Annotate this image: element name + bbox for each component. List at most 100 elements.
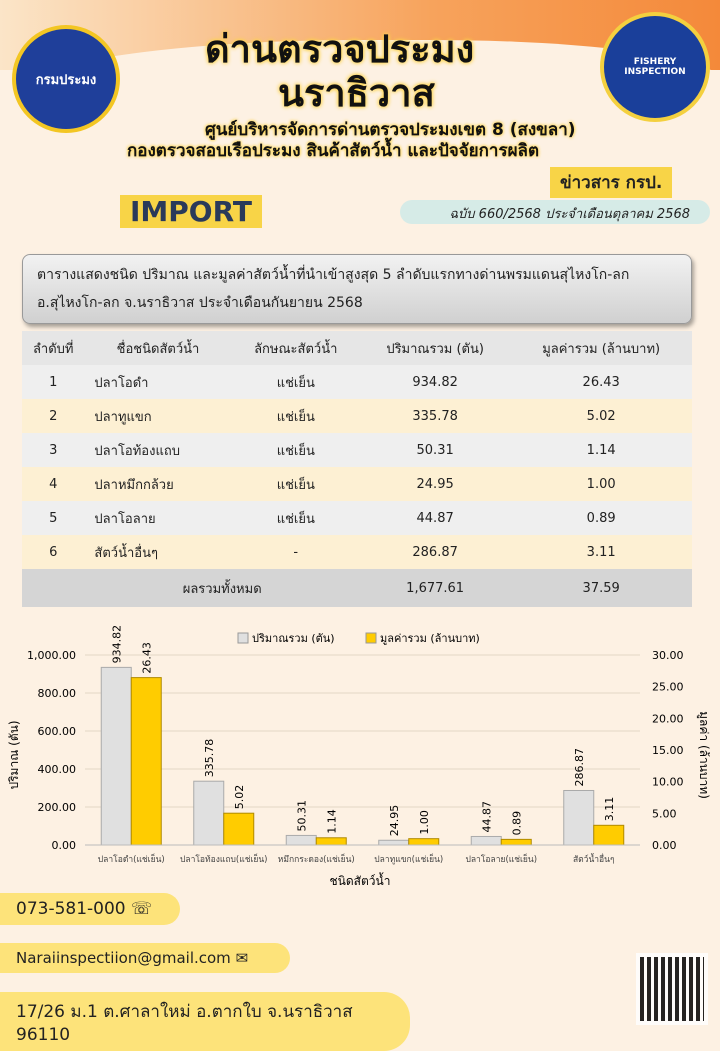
total-row: ผลรวมทั้งหมด 1,677.61 37.59 xyxy=(22,569,692,607)
total-label: ผลรวมทั้งหมด xyxy=(84,569,360,607)
department-logo: กรมประมง xyxy=(12,25,120,133)
type-cell: แช่เย็น xyxy=(231,501,360,535)
rank-cell: 4 xyxy=(22,467,85,501)
type-cell: - xyxy=(231,535,360,569)
type-cell: แช่เย็น xyxy=(231,433,360,467)
species-cell: ปลาหมึกกล้วย xyxy=(84,467,232,501)
quantity-cell: 44.87 xyxy=(359,501,511,535)
subtitle-division: กองตรวจสอบเรือประมง สินค้าสัตว์น้ำ และปั… xyxy=(127,141,540,161)
value-cell: 5.02 xyxy=(510,399,692,433)
legend-swatch-value xyxy=(365,632,377,644)
y2-tick-label: 15.00 xyxy=(652,744,684,757)
type-cell: แช่เย็น xyxy=(231,399,360,433)
table-row: 5 ปลาโอลาย แช่เย็น 44.87 0.89 xyxy=(22,501,692,535)
col-value: มูลค่ารวม (ล้านบาท) xyxy=(510,331,692,365)
type-cell: แช่เย็น xyxy=(231,365,360,399)
col-quantity: ปริมาณรวม (ตัน) xyxy=(359,331,511,365)
y-tick-label: 800.00 xyxy=(38,687,77,700)
total-quantity: 1,677.61 xyxy=(359,569,511,607)
table-header: ลำดับที่ ชื่อชนิดสัตว์น้ำ ลักษณะสัตว์น้ำ… xyxy=(22,331,692,365)
value-cell: 1.14 xyxy=(510,433,692,467)
y2-tick-label: 25.00 xyxy=(652,681,684,694)
y-tick-label: 200.00 xyxy=(38,801,77,814)
quantity-cell: 286.87 xyxy=(359,535,511,569)
quantity-cell: 335.78 xyxy=(359,399,511,433)
value-data-label: 0.89 xyxy=(510,811,523,836)
email-contact: Naraiinspectiion@gmail.com ✉ xyxy=(0,943,290,973)
address-contact: 17/26 ม.1 ต.ศาลาใหม่ อ.ตากใบ จ.นราธิวาส … xyxy=(0,992,410,1051)
email-text: Naraiinspectiion@gmail.com xyxy=(16,949,231,967)
legend-quantity: ปริมาณรวม (ตัน) xyxy=(252,632,335,645)
value-bar xyxy=(223,812,255,846)
y2-axis-title: มูลค่า (ล้านบาท) xyxy=(696,711,711,799)
table-row: 1 ปลาโอดำ แช่เย็น 934.82 26.43 xyxy=(22,365,692,399)
rank-cell: 1 xyxy=(22,365,85,399)
species-cell: ปลาโอดำ xyxy=(84,365,232,399)
quantity-data-label: 286.87 xyxy=(573,748,586,787)
legend-value: มูลค่ารวม (ล้านบาท) xyxy=(380,632,480,645)
x-tick-label: หมึกกระดอง(แช่เย็น) xyxy=(278,853,355,865)
value-bar xyxy=(593,824,625,846)
quantity-cell: 24.95 xyxy=(359,467,511,501)
value-data-label: 26.43 xyxy=(140,642,153,674)
x-tick-label: สัตว์น้ำอื่นๆ xyxy=(573,853,615,865)
quantity-data-label: 24.95 xyxy=(388,805,401,837)
species-cell: ปลาโอท้องแถบ xyxy=(84,433,232,467)
y-tick-label: 600.00 xyxy=(38,725,77,738)
y-tick-label: 1,000.00 xyxy=(27,649,76,662)
quantity-bar xyxy=(100,666,132,846)
quantity-cell: 934.82 xyxy=(359,365,511,399)
quantity-cell: 50.31 xyxy=(359,433,511,467)
qr-code xyxy=(636,953,708,1025)
quantity-bar xyxy=(470,835,502,846)
table-row: 3 ปลาโอท้องแถบ แช่เย็น 50.31 1.14 xyxy=(22,433,692,467)
address-text: 17/26 ม.1 ต.ศาลาใหม่ อ.ตากใบ จ.นราธิวาส … xyxy=(16,1002,353,1045)
x-tick-label: ปลาทูแขก(แช่เย็น) xyxy=(374,853,443,865)
value-bar xyxy=(130,677,162,846)
logo-text: กรมประมง xyxy=(35,72,97,88)
value-bar xyxy=(500,838,532,846)
subtitle-center: ศูนย์บริหารจัดการด่านตรวจประมงเขต 8 (สงข… xyxy=(205,120,576,140)
col-species: ชื่อชนิดสัตว์น้ำ xyxy=(84,331,232,365)
x-axis-title: ชนิดสัตว์น้ำ xyxy=(330,872,391,888)
news-badge: ข่าวสาร กรป. xyxy=(550,167,673,198)
mail-icon: ✉ xyxy=(235,949,249,967)
logo-text: FISHERY INSPECTION xyxy=(624,57,686,77)
y2-tick-label: 20.00 xyxy=(652,712,684,725)
y-axis-title: ปริมาณ (ตัน) xyxy=(7,720,21,789)
value-cell: 1.00 xyxy=(510,467,692,501)
type-cell: แช่เย็น xyxy=(231,467,360,501)
table-title-line2: อ.สุไหงโก-ลก จ.นราธิวาส ประจำเดือนกันยาย… xyxy=(37,295,363,311)
page-title-province: นราธิวาส xyxy=(278,71,435,115)
quantity-bar xyxy=(285,834,317,846)
quantity-data-label: 934.82 xyxy=(110,625,123,663)
quantity-bar xyxy=(193,780,225,846)
phone-icon: ☏ xyxy=(131,899,153,919)
rank-cell: 3 xyxy=(22,433,85,467)
rank-cell: 2 xyxy=(22,399,85,433)
value-bar xyxy=(408,838,440,846)
issue-label: ฉบับ 660/2568 ประจำเดือนตุลาคม 2568 xyxy=(400,200,710,224)
value-cell: 26.43 xyxy=(510,365,692,399)
value-data-label: 5.02 xyxy=(233,785,246,810)
quantity-data-label: 44.87 xyxy=(480,801,493,833)
legend-swatch-quantity xyxy=(237,632,249,644)
col-type: ลักษณะสัตว์น้ำ xyxy=(231,331,360,365)
table-row: 6 สัตว์น้ำอื่นๆ -286.87 3.11 xyxy=(22,535,692,569)
total-value: 37.59 xyxy=(510,569,692,607)
species-cell: สัตว์น้ำอื่นๆ xyxy=(84,535,232,569)
rank-cell: 6 xyxy=(22,535,85,569)
import-table: ลำดับที่ ชื่อชนิดสัตว์น้ำ ลักษณะสัตว์น้ำ… xyxy=(22,331,692,607)
y2-tick-label: 0.00 xyxy=(652,839,677,852)
col-rank: ลำดับที่ xyxy=(22,331,85,365)
table-row: 4 ปลาหมึกกล้วย แช่เย็น 24.95 1.00 xyxy=(22,467,692,501)
y2-tick-label: 30.00 xyxy=(652,649,684,662)
species-cell: ปลาโอลาย xyxy=(84,501,232,535)
value-cell: 0.89 xyxy=(510,501,692,535)
fishery-inspection-logo: FISHERY INSPECTION xyxy=(600,12,710,122)
value-data-label: 3.11 xyxy=(603,797,616,822)
rank-cell: 5 xyxy=(22,501,85,535)
quantity-data-label: 335.78 xyxy=(203,739,216,778)
phone-contact: 073-581-000 ☏ xyxy=(0,893,180,925)
table-title-line1: ตารางแสดงชนิด ปริมาณ และมูลค่าสัตว์น้ำที… xyxy=(37,267,630,283)
